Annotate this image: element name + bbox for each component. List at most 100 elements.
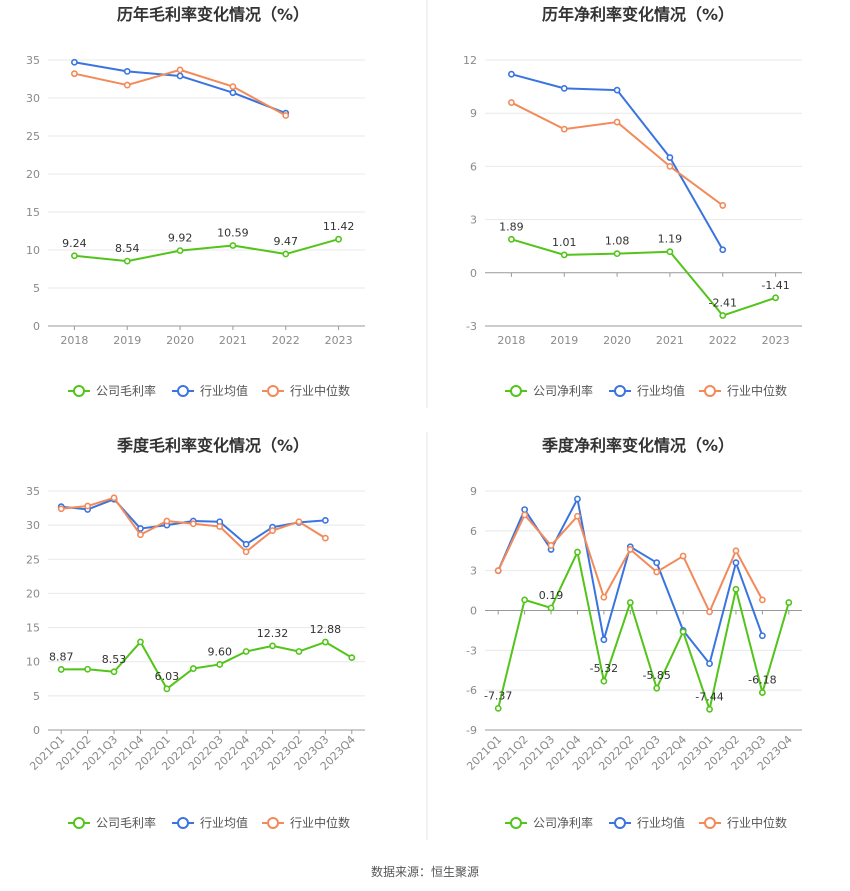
chart-title: 历年毛利率变化情况（%） [117,5,309,24]
data-point-company [84,665,92,673]
x-tick-label: 2021 [219,334,247,347]
data-point-industry_median [110,494,118,502]
data-point-industry_median [176,66,184,74]
x-tick-label: 2020 [166,334,194,347]
series-line-industry_avg [511,73,724,251]
data-point-company [321,638,329,646]
data-point-industry_avg [666,154,674,161]
data-point-industry_median [321,534,329,542]
legend-label: 行业中位数 [727,815,787,830]
data-label: 9.92 [168,232,193,245]
y-tick-label: -9 [466,724,477,737]
data-point-industry_avg [229,89,237,97]
data-point-industry_median [732,547,740,555]
data-point-industry_avg [574,495,581,503]
legend-item-company: 公司净利率 [505,815,593,830]
data-point-company [242,648,250,655]
data-point-industry_median [560,125,568,133]
y-tick-label: 30 [26,519,40,532]
x-tick-label: 2023 [325,334,353,347]
data-point-company [176,247,184,255]
data-label: -5.85 [642,669,670,682]
data-label: -5.32 [590,662,618,675]
data-point-company [123,257,131,265]
y-tick-label: 6 [470,525,477,538]
data-point-company [110,668,118,676]
data-point-industry_median [574,512,581,520]
data-point-industry_median [494,567,502,575]
data-label: 10.59 [217,227,249,240]
data-point-industry_avg [123,68,131,75]
legend-label: 行业均值 [200,815,248,830]
legend-item-industry_avg: 行业均值 [172,815,248,830]
data-point-industry_median [163,517,171,525]
data-point-company [189,665,197,672]
data-label: -6.18 [748,674,776,687]
series-line-company [497,551,790,711]
legend-marker-icon [510,385,522,397]
y-tick-label: 30 [26,92,40,105]
data-label: 1.19 [658,233,683,246]
series-line-company [511,238,776,317]
legend-label: 公司毛利率 [96,815,156,830]
series-line-company [61,640,353,690]
y-tick-label: 35 [26,485,40,498]
legend-item-company: 公司净利率 [505,383,593,398]
data-label: 1.89 [499,220,524,233]
series-line-industry_median [510,101,724,207]
data-point-company [772,294,779,302]
x-tick-label: 2019 [550,334,578,347]
y-tick-label: 10 [26,244,40,257]
data-point-industry_median [84,502,92,510]
legend-marker-icon [704,817,716,829]
data-point-industry_avg [521,506,529,513]
y-tick-label: 0 [33,724,40,737]
data-point-company [574,548,581,556]
data-point-industry_avg [560,84,568,92]
legend-label: 公司毛利率 [96,383,156,398]
legend-label: 公司净利率 [533,815,593,830]
data-label: 0.19 [539,589,564,602]
data-point-industry_avg [653,559,661,567]
data-label: 8.53 [102,653,127,666]
x-tick-label: 2021 [656,334,684,347]
data-point-company [732,585,740,593]
data-label: 8.54 [115,242,140,255]
chart-title: 历年净利率变化情况（%） [542,5,734,24]
data-point-industry_median [758,596,766,604]
data-point-company [785,599,793,606]
data-label: 1.08 [605,235,630,248]
y-tick-label: -3 [466,644,477,657]
legend-item-industry_avg: 行业均值 [609,383,685,398]
data-point-industry_median [229,83,237,90]
legend-marker-icon [73,817,85,829]
data-point-industry_median [295,518,303,526]
legend-item-industry_avg: 行业均值 [609,815,685,830]
data-point-industry_median [189,520,197,528]
data-point-industry_median [600,593,608,601]
data-point-industry_avg [600,636,608,644]
data-point-company [282,250,290,258]
y-tick-label: 25 [26,130,40,143]
y-tick-label: 15 [26,206,40,219]
x-tick-label: 2023 [762,334,790,347]
y-tick-label: -6 [466,684,477,697]
chart-title: 季度毛利率变化情况（%） [116,436,309,455]
data-point-company [547,604,555,612]
y-tick-label: 0 [470,267,477,280]
data-point-industry_median [216,523,224,530]
data-point-company [269,642,276,650]
legend-marker-icon [73,385,85,397]
legend-item-industry_median: 行业中位数 [262,815,350,830]
legend-label: 行业中位数 [290,815,350,830]
data-point-company [229,242,237,249]
data-point-company [626,599,634,606]
data-point-company [348,654,356,662]
source-note: 数据来源：恒生聚源 [371,864,479,879]
y-tick-label: 0 [33,320,40,333]
chart-1: 历年毛利率变化情况（%） 0 5 10 15 20 25 30 35 2018 2019 2020 20… [26,5,365,398]
data-point-industry_median [508,99,515,106]
data-point-industry_avg [71,58,78,66]
data-point-industry_avg [508,70,515,78]
